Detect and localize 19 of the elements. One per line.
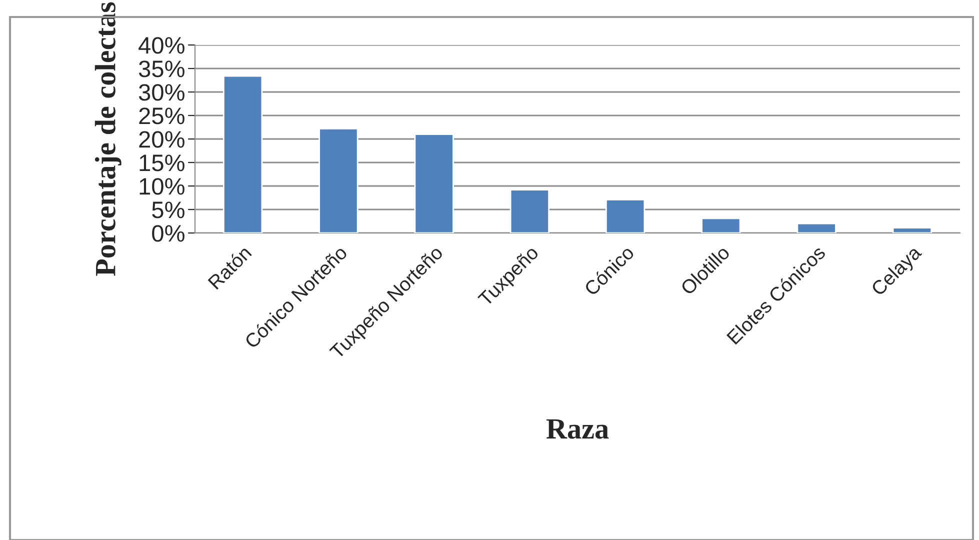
bar xyxy=(318,128,358,233)
y-tick-label: 10% xyxy=(140,178,184,195)
bar xyxy=(796,222,836,233)
bar xyxy=(605,198,646,233)
y-tick-label: 20% xyxy=(139,131,184,148)
y-tick-label: 30% xyxy=(138,84,184,101)
bar xyxy=(701,218,741,233)
y-tick-label: 15% xyxy=(140,154,184,172)
y-tick-label: 35% xyxy=(138,60,184,78)
y-axis-title: Porcentaje de colectas xyxy=(94,2,122,276)
y-tick-label: 0% xyxy=(152,225,184,242)
bar xyxy=(222,75,263,233)
y-tick-label: 5% xyxy=(152,202,184,218)
bar xyxy=(414,134,454,233)
bar xyxy=(892,227,932,233)
x-axis-title: Raza xyxy=(546,419,609,439)
bar xyxy=(510,189,550,233)
y-tick-label: 40% xyxy=(138,37,184,54)
y-tick-label: 25% xyxy=(139,108,184,124)
